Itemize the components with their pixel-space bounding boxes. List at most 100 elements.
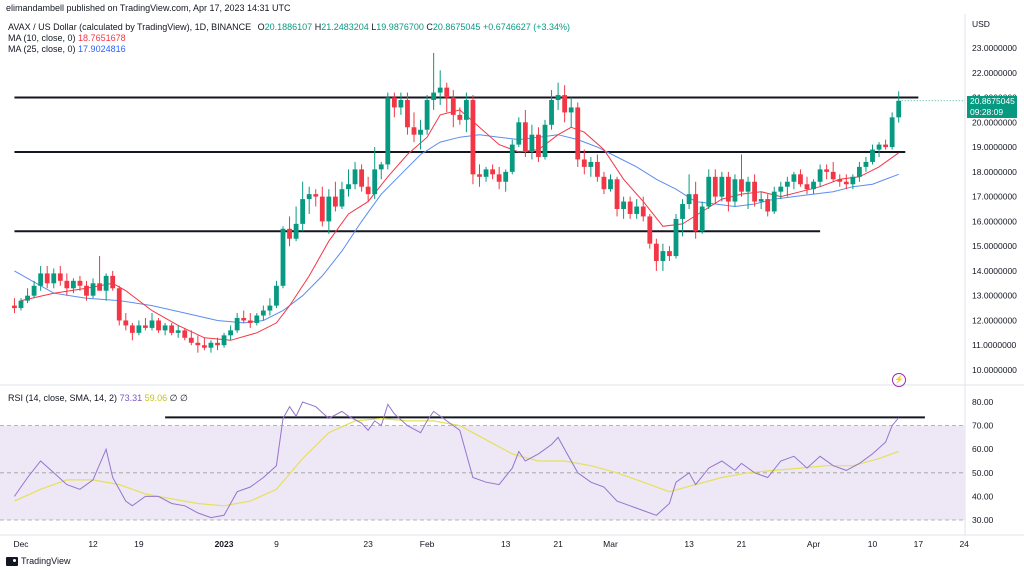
candle	[444, 82, 450, 113]
candle-body	[346, 184, 351, 190]
candle	[175, 325, 181, 338]
candle	[752, 174, 757, 207]
candle	[529, 124, 535, 160]
ma10-value: 18.7651678	[78, 33, 126, 43]
candle	[699, 201, 705, 234]
rsi-value: 73.31	[119, 393, 143, 403]
candle	[234, 313, 240, 333]
candle	[817, 164, 823, 187]
price-tick-label: 14.0000000	[972, 266, 1017, 276]
candle	[555, 82, 561, 110]
candle	[287, 216, 292, 247]
rsi-tick-label: 40.00	[972, 491, 994, 501]
candle	[280, 226, 286, 289]
candle	[352, 161, 358, 190]
tradingview-logo-icon	[6, 556, 18, 566]
rsi-tick-label: 50.00	[972, 468, 994, 478]
candle-body	[608, 179, 613, 190]
candle	[143, 317, 148, 331]
candle	[477, 164, 482, 187]
candle-body	[116, 288, 122, 321]
candle-body	[804, 184, 810, 190]
candle-body	[215, 342, 220, 346]
candle	[608, 174, 613, 192]
candle	[149, 313, 155, 331]
price-tick-label: 10.0000000	[972, 365, 1017, 375]
candle-body	[496, 174, 502, 182]
candle-body	[771, 191, 777, 212]
candle	[857, 161, 862, 182]
candle-body	[719, 176, 725, 197]
candle	[509, 139, 515, 175]
candle-body	[830, 171, 836, 180]
rsi-tick-label: 70.00	[972, 421, 994, 431]
candle	[300, 181, 306, 232]
candle-body	[477, 174, 482, 177]
candle	[169, 322, 175, 336]
candle-body	[202, 345, 207, 348]
currency-label: USD	[972, 19, 990, 29]
candle	[758, 191, 764, 209]
candle-body	[798, 174, 803, 185]
candle-body	[843, 181, 849, 185]
rsi-legend[interactable]: RSI (14, close, SMA, 14, 2) 73.31 59.06 …	[8, 393, 188, 404]
candle-body	[732, 179, 738, 202]
candle	[31, 280, 37, 299]
candle-body	[274, 285, 279, 306]
low-value: 19.9876700	[376, 22, 424, 32]
rsi-ma-line	[14, 417, 899, 507]
candle	[188, 330, 194, 346]
ma10-legend[interactable]: MA (10, close, 0) 18.7651678	[8, 33, 126, 43]
rsi-tick-label: 80.00	[972, 397, 994, 407]
candle-body	[208, 342, 214, 348]
candle-body	[450, 97, 456, 115]
candle	[90, 278, 96, 299]
candle-body	[405, 100, 410, 128]
time-tick-label: 21	[737, 539, 747, 549]
candle-body	[863, 161, 869, 167]
candle-body	[90, 283, 96, 296]
candle-body	[640, 206, 646, 217]
candle	[640, 196, 646, 222]
flash-icon[interactable]: ⚡	[892, 373, 906, 387]
low-label: L	[371, 22, 377, 32]
price-tick-label: 23.0000000	[972, 43, 1017, 53]
time-tick-label: 13	[684, 539, 694, 549]
candle-body	[614, 179, 620, 209]
candle-body	[857, 166, 862, 177]
footer[interactable]: TradingView	[6, 556, 71, 566]
candle-body	[522, 122, 528, 153]
candle	[418, 119, 423, 150]
price-tick-label: 15.0000000	[972, 241, 1017, 251]
candle	[673, 213, 679, 259]
candle	[313, 189, 319, 207]
candle-body	[378, 164, 384, 170]
ma25-legend[interactable]: MA (25, close, 0) 17.9024816	[8, 44, 126, 54]
time-tick-label: 13	[501, 539, 511, 549]
candle	[549, 90, 554, 130]
candle	[260, 305, 266, 321]
candle-body	[234, 317, 240, 331]
rsi-band	[0, 425, 965, 520]
axes: 23.000000022.000000021.000000020.0000000…	[13, 43, 1017, 549]
candle-body	[437, 87, 443, 93]
candle-body	[300, 199, 306, 224]
candle-body	[673, 218, 679, 257]
ma25-line	[14, 134, 899, 324]
candle-body	[365, 186, 371, 195]
candle	[437, 70, 443, 105]
rsi-lines	[13, 401, 900, 519]
candle	[726, 171, 731, 212]
candle-body	[726, 176, 731, 202]
candle-body	[516, 122, 522, 145]
candle	[706, 169, 712, 209]
candle	[293, 206, 299, 242]
candle-body	[391, 97, 397, 108]
candle-body	[287, 228, 292, 239]
candle	[719, 171, 725, 202]
candle	[634, 199, 640, 219]
time-tick-label: 10	[868, 539, 878, 549]
candle	[522, 109, 528, 157]
candle-body	[247, 320, 253, 323]
